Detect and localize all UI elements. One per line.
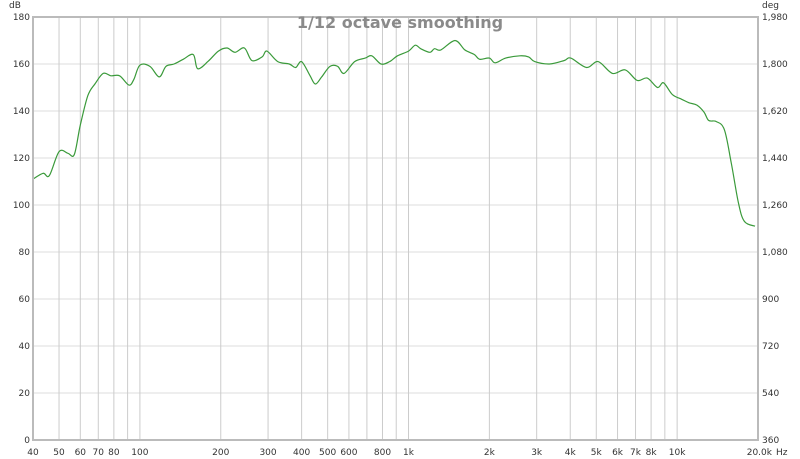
x-tick-label: 7k xyxy=(630,448,642,458)
y-axis-label-right: deg xyxy=(762,1,779,11)
y-tick-label: 180 xyxy=(13,13,30,23)
x-tick-label: 100 xyxy=(131,448,148,458)
y-tick-label: 140 xyxy=(13,107,30,117)
y-tick-label-right: 1,800 xyxy=(762,60,788,70)
y-tick-label: 100 xyxy=(13,201,30,211)
x-tick-label: 60 xyxy=(75,448,87,458)
x-tick-label: 10k xyxy=(669,448,686,458)
y-tick-label-right: 1,080 xyxy=(762,248,788,258)
y-tick-label: 60 xyxy=(19,295,31,305)
x-tick-label: 40 xyxy=(27,448,39,458)
x-tick-label: 8k xyxy=(646,448,658,458)
x-tick-label: 4k xyxy=(565,448,577,458)
tick-labels: 0 360 20 540 40 720 60 900 80 1,080 100 1,260 120 1,4… xyxy=(13,13,788,458)
x-tick-label: 20.0k xyxy=(747,448,773,458)
x-tick-label: 200 xyxy=(212,448,229,458)
x-tick-label: 1k xyxy=(403,448,415,458)
plot-frame xyxy=(32,16,759,441)
y-tick-label: 20 xyxy=(19,389,31,399)
y-tick-label-right: 1,980 xyxy=(762,13,788,23)
y-tick-label: 0 xyxy=(24,436,30,446)
y-tick-label-right: 540 xyxy=(762,389,779,399)
x-tick-label: 6k xyxy=(612,448,624,458)
y-tick-label: 40 xyxy=(19,342,31,352)
y-tick-label-right: 1,620 xyxy=(762,107,788,117)
y-tick-label-right: 360 xyxy=(762,436,779,446)
chart-title: 1/12 octave smoothing xyxy=(297,13,503,32)
y-tick-label-right: 720 xyxy=(762,342,779,352)
x-tick-label: 3k xyxy=(531,448,543,458)
x-tick-label: 500 xyxy=(319,448,336,458)
x-tick-label: 800 xyxy=(374,448,391,458)
x-tick-label: 5k xyxy=(591,448,603,458)
y-tick-label-right: 900 xyxy=(762,295,779,305)
x-tick-label: 300 xyxy=(259,448,276,458)
y-tick-label-right: 1,260 xyxy=(762,201,788,211)
x-tick-label: 2k xyxy=(484,448,496,458)
x-tick-label: 400 xyxy=(293,448,310,458)
x-tick-label: 80 xyxy=(108,448,120,458)
y-axis-label-left: dB xyxy=(9,1,21,11)
y-tick-label: 120 xyxy=(13,154,30,164)
grid xyxy=(32,16,759,441)
x-tick-label: 600 xyxy=(340,448,357,458)
y-tick-label-right: 1,440 xyxy=(762,154,788,164)
x-tick-label: 70 xyxy=(93,448,105,458)
x-axis-unit: Hz xyxy=(776,448,788,458)
y-tick-label: 160 xyxy=(13,60,30,70)
y-tick-label: 80 xyxy=(19,248,31,258)
response-curve xyxy=(32,39,756,227)
x-tick-label: 50 xyxy=(53,448,65,458)
